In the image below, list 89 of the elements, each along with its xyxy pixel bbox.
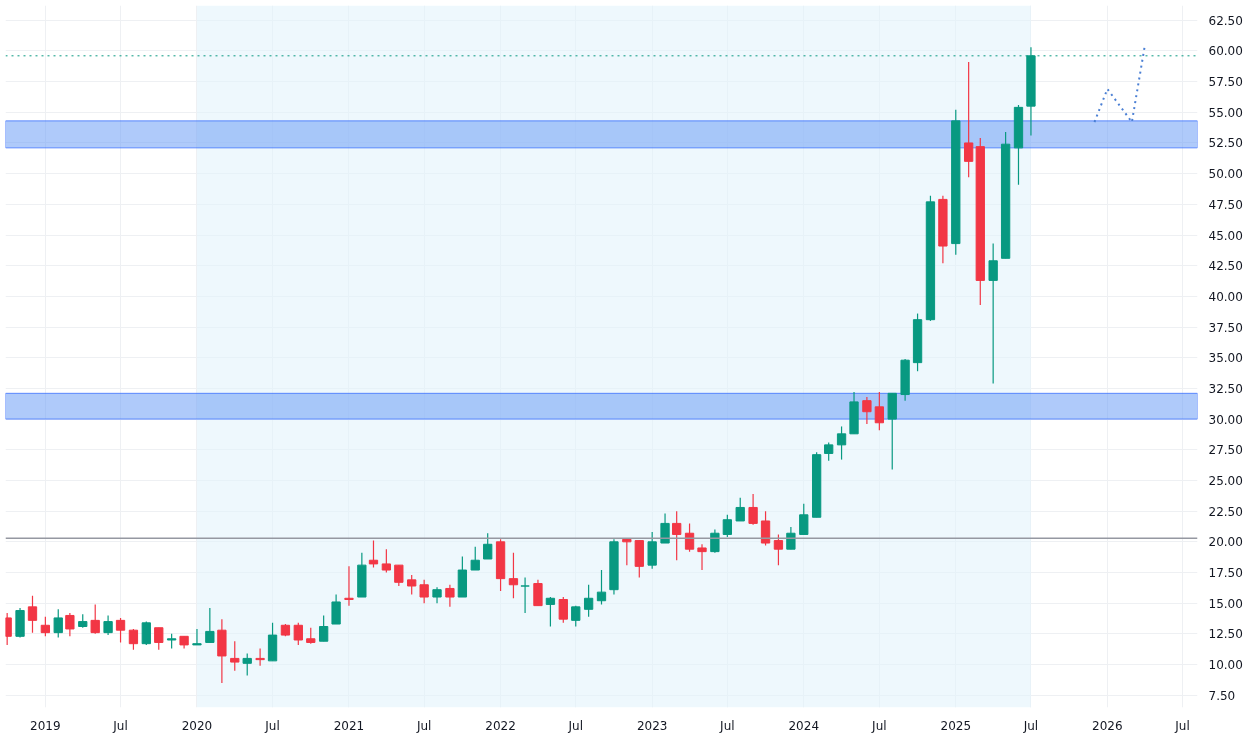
candlestick	[988, 242, 998, 385]
y-tick-label: 35.00	[1208, 351, 1243, 366]
candlestick	[672, 510, 682, 561]
candlestick	[545, 596, 556, 628]
candlestick	[394, 564, 404, 587]
candlestick	[65, 612, 75, 637]
y-tick-label: 60.00	[1208, 44, 1243, 59]
x-tick-label: 2019	[30, 718, 61, 733]
y-tick-label: 25.00	[1208, 473, 1243, 488]
candlestick	[660, 512, 670, 544]
candlestick	[53, 608, 63, 639]
y-tick-label: 40.00	[1208, 289, 1243, 304]
candlestick	[293, 622, 303, 646]
candlestick	[368, 539, 379, 569]
candlestick	[748, 493, 758, 526]
candlestick	[381, 548, 392, 574]
x-tick-label: Jul	[415, 718, 432, 733]
candlestick	[735, 497, 745, 522]
y-tick-label: 27.50	[1208, 443, 1243, 458]
x-tick-label: 2026	[1092, 718, 1123, 733]
candlestick	[407, 574, 417, 596]
y-tick-label: 37.50	[1208, 320, 1243, 335]
candlestick	[27, 595, 38, 634]
candlestick	[230, 640, 240, 672]
candlestick	[115, 617, 126, 644]
x-tick-label: 2021	[333, 718, 365, 733]
candlestick	[419, 579, 429, 604]
candlestick	[242, 652, 252, 677]
y-tick-label: 22.50	[1208, 504, 1243, 519]
y-tick-label: 10.00	[1208, 658, 1243, 673]
candlestick	[445, 584, 455, 608]
y-tick-label: 47.50	[1208, 197, 1243, 212]
y-tick-label: 32.50	[1208, 381, 1243, 396]
x-tick-label: 2025	[940, 718, 972, 733]
y-tick-label: 30.00	[1208, 412, 1243, 427]
candlestick	[318, 614, 329, 642]
candlestick	[255, 647, 265, 667]
x-tick-label: 2022	[485, 718, 516, 733]
candlestick	[964, 61, 974, 178]
candlestick	[862, 396, 872, 425]
candlestick	[583, 584, 594, 618]
x-tick-label: 2023	[636, 718, 668, 733]
candlestick	[520, 576, 530, 614]
candlestick	[128, 628, 139, 651]
candlestick	[470, 546, 480, 571]
candlestick	[824, 441, 834, 462]
candlestick	[836, 425, 847, 461]
candlestick	[90, 603, 100, 635]
y-tick-label: 20.00	[1208, 535, 1243, 550]
y-tick-label: 45.00	[1208, 228, 1243, 243]
x-tick-label: Jul	[871, 718, 887, 733]
candlestick	[722, 514, 732, 538]
candlestick	[773, 533, 784, 566]
y-tick-label: 55.00	[1208, 105, 1243, 120]
candlestick	[40, 616, 51, 637]
candlestick	[344, 565, 354, 607]
candlestick	[596, 569, 607, 606]
candlestick	[697, 543, 707, 571]
candlestick	[874, 391, 885, 431]
y-tick-label: 52.50	[1208, 136, 1243, 151]
x-tick-label: Jul	[567, 718, 583, 733]
x-tick-label: Jul	[1022, 718, 1039, 733]
y-tick-label: 50.00	[1208, 167, 1243, 182]
y-tick-label: 12.50	[1208, 627, 1243, 642]
candlestick	[205, 607, 215, 644]
y-tick-label: 15.00	[1208, 596, 1243, 611]
candlestick	[483, 532, 493, 560]
x-tick-label: Jul	[112, 718, 128, 733]
candlestick	[760, 510, 771, 547]
y-tick-label: 42.50	[1208, 259, 1243, 274]
x-tick-label: 2020	[181, 718, 213, 733]
candlestick	[622, 537, 632, 566]
x-tick-label: 2024	[788, 718, 820, 733]
candlestick	[508, 552, 519, 599]
x-tick-label: Jul	[719, 718, 735, 733]
y-tick-label: 57.50	[1208, 75, 1243, 90]
x-tick-label: Jul	[1174, 718, 1190, 733]
y-tick-label: 62.50	[1208, 13, 1243, 28]
candlestick	[154, 627, 164, 651]
candlestick	[533, 579, 543, 607]
candlestick	[647, 531, 657, 570]
y-tick-label: 7.50	[1208, 688, 1236, 703]
y-tick-label: 17.50	[1208, 566, 1243, 580]
x-tick-label: Jul	[264, 718, 280, 733]
candlestick	[799, 503, 809, 536]
candlestick	[558, 596, 568, 624]
candlestick	[331, 593, 341, 625]
candlestick	[103, 614, 113, 636]
candlestick	[192, 628, 202, 646]
